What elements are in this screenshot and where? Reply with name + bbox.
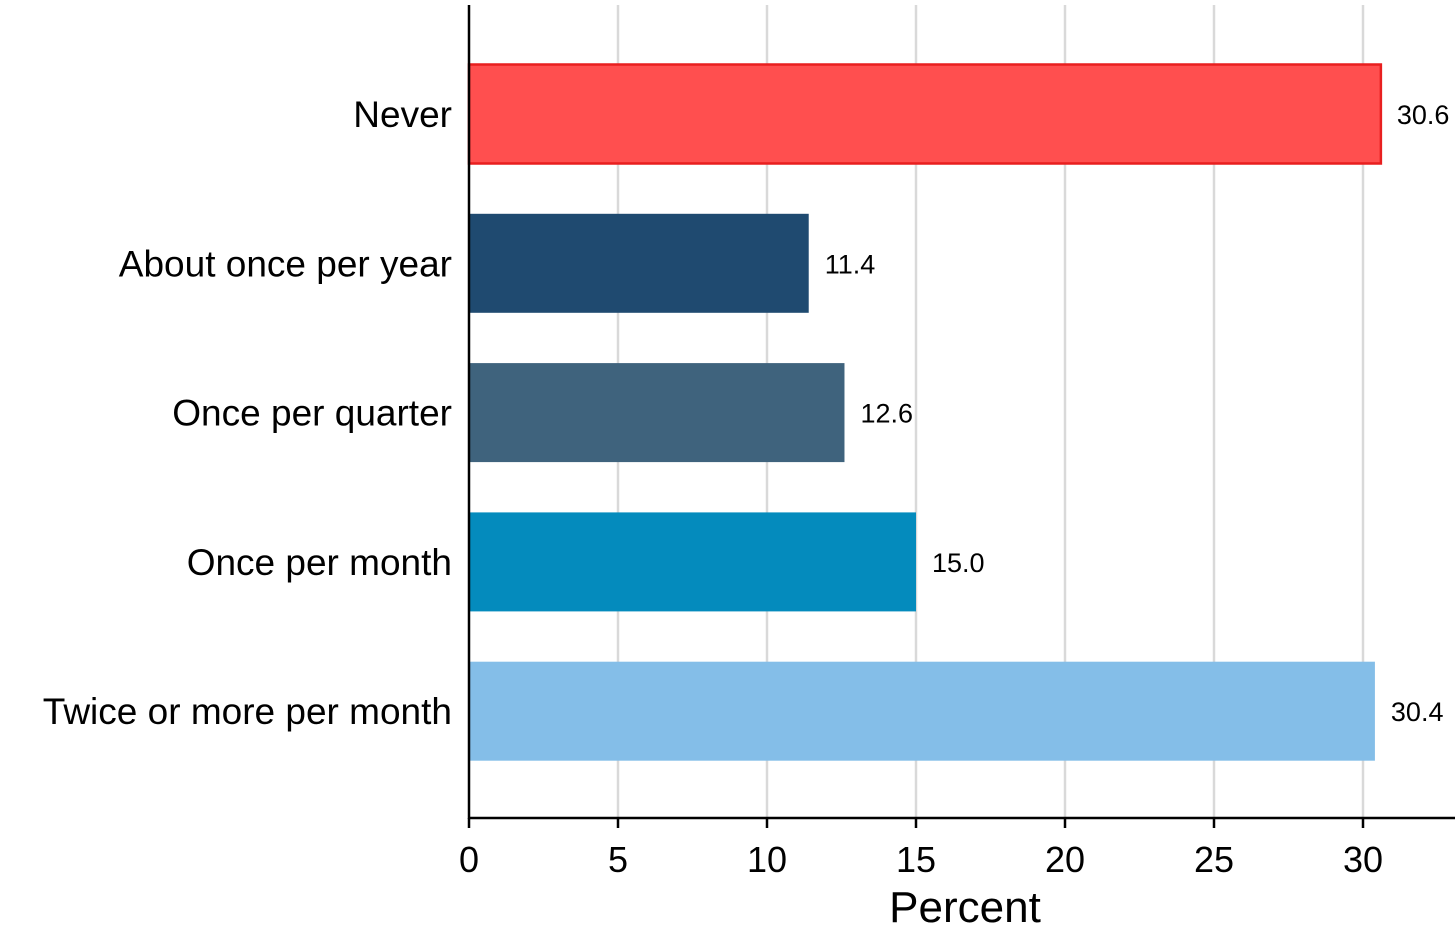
- category-label-twice-or-more-per-month: Twice or more per month: [43, 691, 452, 732]
- x-tick-label-15: 15: [896, 839, 936, 880]
- category-label-never: Never: [353, 94, 452, 135]
- value-label-about-once-per-year: 11.4: [825, 249, 876, 279]
- axes: [467, 5, 1455, 820]
- category-label-once-per-month: Once per month: [187, 542, 452, 583]
- x-axis-title: Percent: [889, 883, 1041, 925]
- category-label-once-per-quarter: Once per quarter: [172, 393, 452, 434]
- x-tick-label-5: 5: [608, 839, 628, 880]
- x-tick-label-20: 20: [1045, 839, 1085, 880]
- bar-about-once-per-year: [469, 213, 809, 313]
- value-labels: 30.6 11.4 12.6 15.0 30.4: [825, 100, 1450, 727]
- bar-never: [467, 63, 1383, 165]
- value-label-once-per-month: 15.0: [932, 548, 985, 578]
- bar-once-per-quarter: [469, 363, 845, 463]
- x-tick-label-25: 25: [1194, 839, 1234, 880]
- value-label-never: 30.6: [1397, 100, 1450, 130]
- bar-once-per-month: [469, 512, 916, 612]
- category-labels: Never About once per year Once per quarter…: [43, 94, 452, 732]
- bar-twice-or-more-per-month: [469, 661, 1375, 761]
- value-label-once-per-quarter: 12.6: [860, 399, 913, 429]
- x-tick-label-0: 0: [459, 839, 479, 880]
- x-tick-label-30: 30: [1343, 839, 1383, 880]
- x-axis-ticks: 0 5 10 15 20 25 30: [459, 818, 1383, 880]
- value-label-twice-or-more-per-month: 30.4: [1391, 697, 1444, 727]
- x-tick-label-10: 10: [747, 839, 787, 880]
- bars: [467, 63, 1383, 761]
- category-label-about-once-per-year: About once per year: [119, 243, 452, 284]
